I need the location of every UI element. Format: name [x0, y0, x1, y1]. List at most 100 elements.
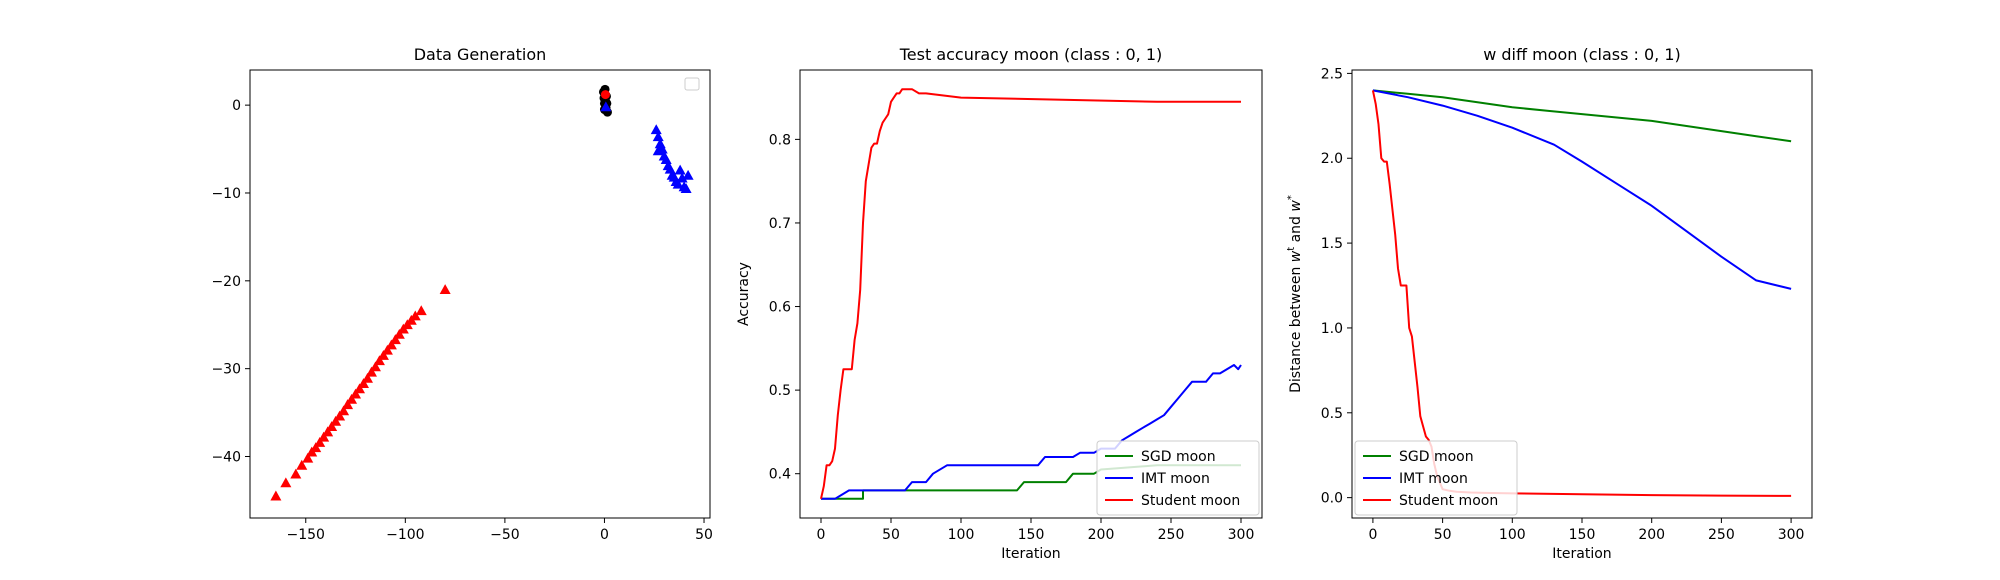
scatter-point [680, 183, 692, 193]
scatter-point [290, 468, 302, 479]
chart-title: Data Generation [414, 45, 547, 64]
legend-box [1096, 440, 1260, 516]
y-tick-label: 2.5 [1321, 66, 1343, 82]
scatter-point [377, 349, 389, 360]
y-tick-label: 0.5 [769, 383, 791, 399]
scatter-point [361, 372, 373, 383]
scatter-point [296, 459, 308, 470]
scatter-point [350, 388, 362, 399]
y-tick-label: 0.0 [1321, 491, 1343, 507]
scatter-point [674, 164, 686, 175]
y-axis-label: Accuracy [736, 262, 752, 326]
x-axis-label: Iteration [1552, 546, 1611, 562]
chart-title: Test accuracy moon (class : 0, 1) [899, 45, 1163, 64]
scatter-point [409, 310, 421, 321]
scatter-point [280, 477, 292, 488]
x-tick-label: −50 [490, 527, 520, 543]
scatter-point [346, 393, 358, 404]
legend-label: Student moon [1141, 493, 1240, 509]
y-axis-label: Distance between wt and w* [1286, 195, 1304, 393]
y-axis-label-part: and [1288, 212, 1304, 247]
x-tick-label: 50 [882, 527, 900, 543]
scatter-point [656, 143, 668, 154]
y-axis-label-part: w [1288, 250, 1304, 262]
legend-label: SGD moon [1399, 449, 1474, 465]
x-axis-label: Iteration [1001, 546, 1060, 562]
scatter-point [270, 490, 282, 501]
plot-area [1371, 89, 1792, 497]
x-tick-label: 0 [600, 527, 609, 543]
scatter-point [439, 284, 451, 295]
x-tick-label: 250 [1708, 527, 1735, 543]
legend-label: IMT moon [1141, 471, 1210, 487]
scatter-point [314, 436, 326, 447]
scatter-point [369, 361, 381, 372]
x-tick-label: 0 [817, 527, 826, 543]
chart-3: 0 50 100 150 200 250 300 0.0 0.5 1.0 1.5 2.0 2.5 w di… [1286, 45, 1813, 562]
x-tick-label: 150 [1569, 527, 1596, 543]
scatter-point [365, 366, 377, 377]
scatter-point [322, 426, 334, 437]
scatter-point [650, 124, 662, 135]
x-tick-label: 50 [1434, 527, 1452, 543]
y-tick-label: 0 [232, 98, 241, 114]
y-tick-label: −10 [211, 186, 241, 202]
y-tick-label: 0.6 [769, 300, 791, 316]
scatter-point [682, 169, 694, 180]
legend-box [684, 77, 700, 91]
legend-label: IMT moon [1399, 471, 1468, 487]
scatter-point [600, 101, 612, 112]
chart-2: 0 50 100 150 200 250 300 0.4 0.5 0.6 0.7 0.8 Test ac… [736, 45, 1263, 562]
y-tick-label: 1.0 [1321, 321, 1343, 337]
scatter-point [373, 355, 385, 366]
x-tick-label: 150 [1018, 527, 1045, 543]
scatter-point [334, 410, 346, 421]
scatter-point [354, 383, 366, 394]
scatter-point [302, 452, 314, 463]
legend-label: SGD moon [1141, 449, 1216, 465]
x-tick-label: 300 [1778, 527, 1805, 543]
y-tick-label: 0.4 [769, 467, 791, 483]
scatter-point [393, 328, 405, 339]
plot-area [820, 88, 1242, 500]
scatter-point [318, 431, 330, 442]
scatter-point [385, 339, 397, 350]
scatter-point [358, 378, 370, 388]
y-tick-label: −20 [211, 274, 241, 290]
chart-title: w diff moon (class : 0, 1) [1483, 45, 1681, 64]
x-tick-label: 100 [1499, 527, 1526, 543]
scatter-point [338, 405, 350, 416]
axes-frame [249, 69, 711, 519]
series-line-imt-moon [1372, 89, 1792, 290]
legend: SGD moon IMT moon Student moon [1354, 440, 1518, 516]
scatter-point [330, 415, 342, 426]
y-tick-label: 0.5 [1321, 406, 1343, 422]
scatter-point [672, 178, 684, 189]
x-tick-label: 0 [1368, 527, 1377, 543]
scatter-point [415, 305, 427, 316]
y-tick-label: 0.8 [769, 132, 791, 148]
series-line-student-moon [1371, 90, 1792, 497]
x-tick-label: 300 [1228, 527, 1255, 543]
y-axis-label-part: * [1286, 195, 1297, 200]
y-tick-label: 2.0 [1321, 151, 1343, 167]
y-tick-label: −40 [211, 450, 241, 466]
chart-1: −150 −100 −50 0 50 0 −10 −20 −30 −40 Data Generati… [211, 45, 712, 543]
x-tick-label: 250 [1158, 527, 1185, 543]
scatter-point [381, 344, 393, 355]
scatter-point [600, 90, 610, 100]
y-axis-label-part: t [1286, 247, 1297, 251]
legend-label: Student moon [1399, 493, 1498, 509]
scatter-point [664, 163, 676, 174]
series-line-student-moon [820, 88, 1241, 500]
y-axis-label-part: w [1288, 200, 1304, 212]
plot-area [270, 84, 694, 501]
y-axis-label-part: Distance between [1288, 262, 1304, 393]
x-tick-label: −100 [386, 527, 424, 543]
legend-box [1354, 440, 1518, 516]
scatter-point [310, 442, 322, 453]
scatter-point [389, 334, 401, 345]
y-tick-label: 0.7 [769, 216, 791, 232]
x-tick-label: −150 [287, 527, 325, 543]
